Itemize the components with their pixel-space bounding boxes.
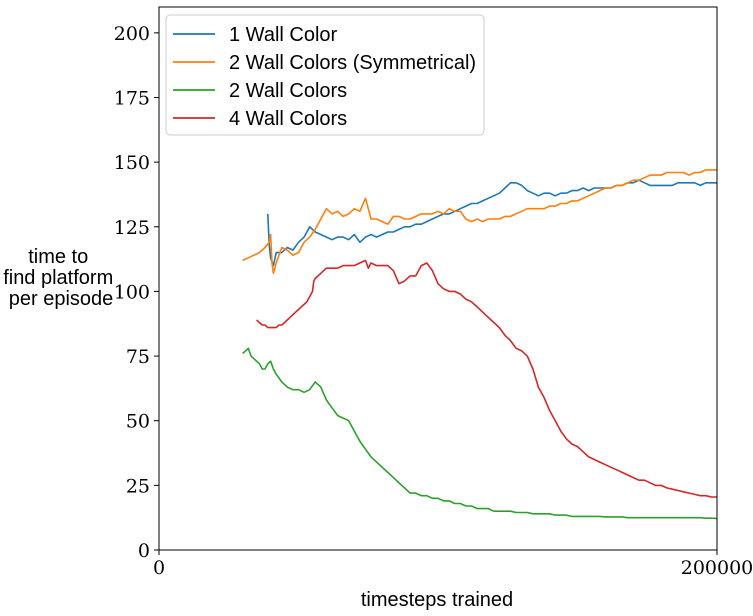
y-tick-label: 25 — [126, 475, 150, 497]
series-line-1 — [267, 179, 717, 267]
y-tick-label: 175 — [114, 88, 150, 110]
y-tick-label: 0 — [138, 540, 150, 562]
x-tick-label: 200000 — [681, 557, 753, 579]
y-axis: 0 25 50 75 100 125 150 175 200 — [114, 23, 159, 562]
y-tick-label: 100 — [114, 281, 150, 303]
x-tick-label: 0 — [153, 557, 165, 579]
legend-label: 4 Wall Colors — [229, 108, 347, 130]
legend-label: 2 Wall Colors (Symmetrical) — [229, 52, 476, 74]
legend-label: 1 Wall Color — [229, 24, 338, 46]
legend-box — [165, 14, 485, 136]
y-tick-label: 125 — [114, 217, 150, 239]
y-tick-label: 75 — [126, 346, 150, 368]
y-axis-label-line-1: time to — [28, 246, 88, 268]
legend-label: 2 Wall Colors — [229, 80, 347, 102]
x-axis: 0 200000 — [153, 550, 753, 579]
y-axis-label-line-2: find platform — [3, 267, 113, 289]
y-tick-label: 200 — [114, 23, 150, 45]
legend: 1 Wall Color 2 Wall Colors (Symmetrical) 2… — [165, 14, 485, 136]
y-axis-label-line-3: per episode — [9, 288, 114, 310]
plot-area-frame — [158, 6, 718, 551]
series-line-3 — [242, 347, 718, 520]
series-line-4 — [256, 259, 717, 498]
y-tick-label: 150 — [114, 152, 150, 174]
y-axis-label: time to find platform per episode — [3, 246, 119, 310]
series-layer — [242, 169, 718, 520]
x-axis-label: timesteps trained — [361, 589, 513, 611]
series-line-2 — [242, 169, 717, 275]
y-tick-label: 50 — [126, 411, 150, 433]
